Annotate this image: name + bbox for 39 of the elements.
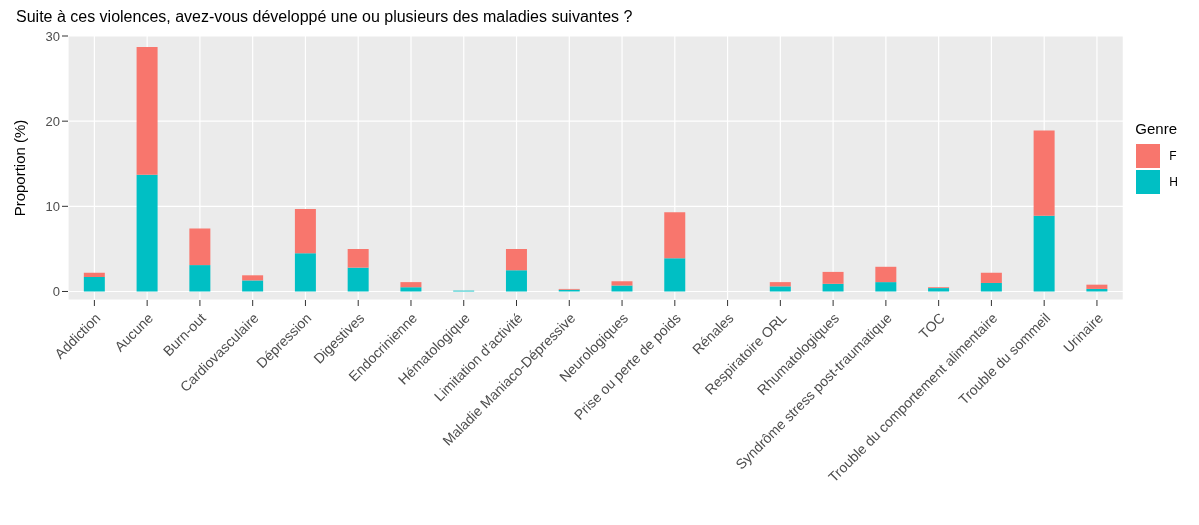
bar xyxy=(242,280,264,292)
y-tick-label: 20 xyxy=(45,113,60,129)
y-tick-label: 30 xyxy=(45,28,60,44)
bar xyxy=(400,282,422,288)
bar xyxy=(400,287,422,292)
bar xyxy=(611,281,633,286)
bar xyxy=(83,277,105,292)
bar xyxy=(136,174,158,292)
bar xyxy=(294,208,316,254)
bar xyxy=(980,282,1002,292)
bar xyxy=(769,282,791,287)
bar xyxy=(875,282,897,292)
bar xyxy=(505,270,527,292)
legend-label: H xyxy=(1169,175,1178,189)
legend-title: Genre xyxy=(1135,120,1178,137)
bar xyxy=(769,286,791,292)
bar xyxy=(189,265,211,292)
bar xyxy=(83,272,105,278)
bar xyxy=(189,228,211,266)
bar xyxy=(822,283,844,292)
y-tick-label: 0 xyxy=(52,284,60,300)
chart-title: Suite à ces violences, avez-vous développé une ou plusieurs des maladies suivantes ? xyxy=(15,8,634,27)
bar xyxy=(347,248,369,268)
bar xyxy=(505,248,527,271)
bar xyxy=(822,271,844,284)
bar xyxy=(664,212,686,259)
y-axis-title: Proportion (%) xyxy=(11,119,29,217)
bar xyxy=(1033,215,1055,292)
bar xyxy=(136,47,158,175)
bar xyxy=(294,253,316,292)
bar xyxy=(242,275,264,281)
y-tick-label: 10 xyxy=(45,198,60,214)
legend-label: F xyxy=(1169,149,1177,163)
bar xyxy=(347,267,369,292)
bar xyxy=(980,272,1002,283)
bar xyxy=(664,258,686,292)
bar xyxy=(1086,284,1108,289)
bar xyxy=(1033,130,1055,216)
bar xyxy=(875,266,897,283)
